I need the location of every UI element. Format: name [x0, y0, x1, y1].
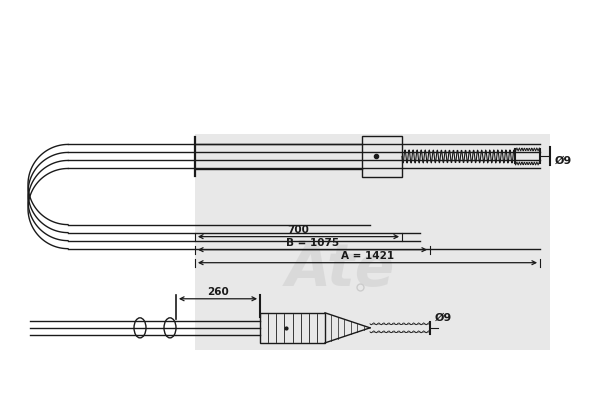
- Text: 24.3727-1042.2    581042: 24.3727-1042.2 581042: [120, 8, 480, 32]
- Text: Ate: Ate: [286, 241, 395, 298]
- Bar: [195, 134, 550, 350]
- Text: 700: 700: [287, 225, 310, 235]
- Text: Ø9: Ø9: [555, 156, 572, 166]
- Text: Ø9: Ø9: [435, 313, 452, 323]
- Bar: [260, 313, 325, 343]
- Bar: [362, 136, 402, 176]
- Text: A = 1421: A = 1421: [341, 251, 394, 261]
- Text: B = 1075: B = 1075: [286, 238, 339, 248]
- Text: 260: 260: [207, 287, 229, 297]
